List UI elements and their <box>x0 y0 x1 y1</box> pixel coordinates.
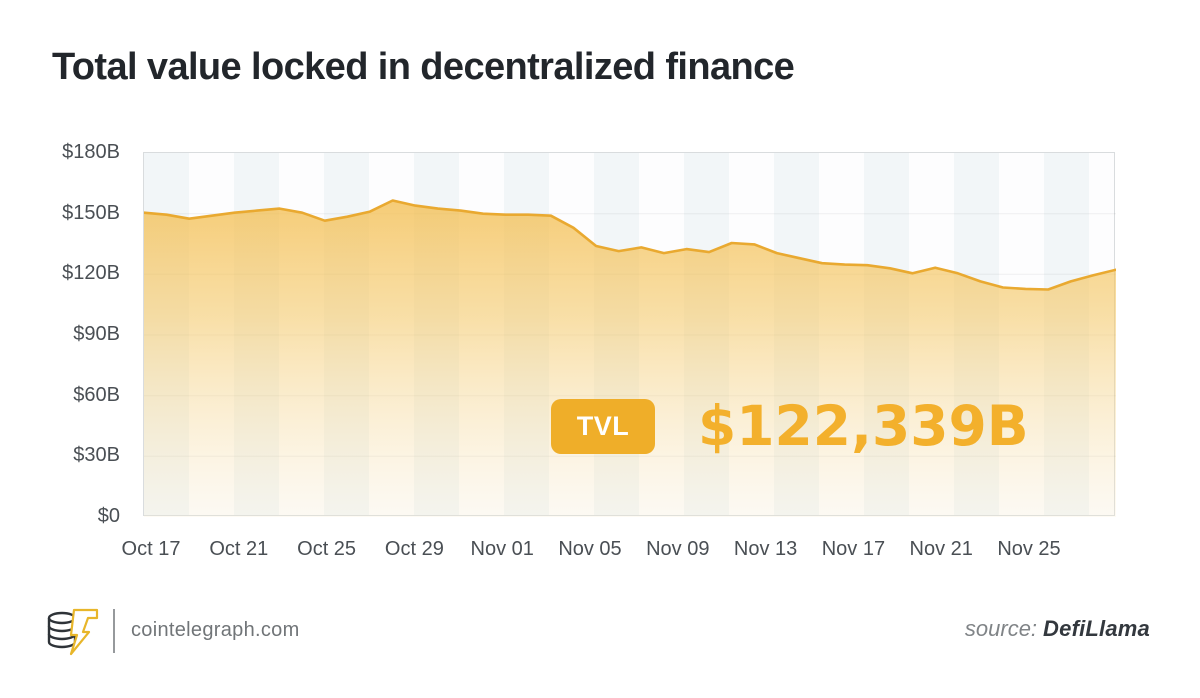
x-tick-label: Nov 09 <box>646 538 710 560</box>
footer-divider <box>113 609 115 653</box>
site-name: cointelegraph.com <box>131 619 300 641</box>
lightning-bolt-icon <box>69 608 99 656</box>
x-tick-label: Nov 05 <box>558 538 622 560</box>
tvl-area-fill <box>144 200 1116 517</box>
y-tick-label: $30B <box>73 444 120 467</box>
tvl-line <box>144 199 1116 291</box>
source-credit: source: DefiLlama <box>965 616 1150 642</box>
tvl-badge: TVL <box>551 399 655 454</box>
x-tick-label: Nov 01 <box>470 538 534 560</box>
chart-plot-area <box>143 152 1116 517</box>
x-tick-label: Nov 21 <box>909 538 973 560</box>
y-tick-label: $60B <box>73 383 120 406</box>
x-tick-label: Oct 21 <box>209 538 269 560</box>
x-tick-label: Oct 17 <box>121 538 181 560</box>
y-tick-label: $120B <box>62 262 120 285</box>
y-tick-label: $0 <box>97 505 120 527</box>
source-name: DefiLlama <box>1043 616 1150 641</box>
x-tick-label: Nov 25 <box>997 538 1061 560</box>
y-tick-label: $150B <box>62 201 120 224</box>
page-title: Total value locked in decentralized fina… <box>52 46 795 88</box>
footer: cointelegraph.com source: DefiLlama <box>0 598 1200 668</box>
y-tick-label: $90B <box>73 323 120 345</box>
cointelegraph-logo-icon <box>47 608 99 656</box>
x-tick-label: Nov 17 <box>821 538 886 560</box>
x-tick-label: Oct 29 <box>384 538 444 560</box>
source-label: source: <box>964 616 1038 641</box>
x-tick-label: Oct 25 <box>297 538 357 560</box>
tvl-current-value: $122,339B <box>698 394 1029 458</box>
tvl-area-chart <box>144 199 1116 517</box>
y-tick-label: $180B <box>62 141 120 163</box>
x-tick-label: Nov 13 <box>733 538 798 560</box>
